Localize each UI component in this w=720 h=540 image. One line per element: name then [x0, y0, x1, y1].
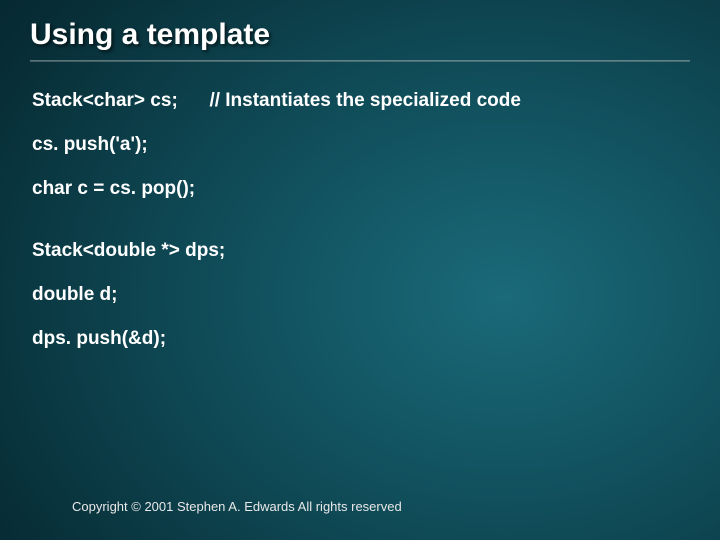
title-divider [30, 60, 690, 62]
code-line: dps. push(&d); [32, 328, 690, 350]
block-gap [32, 222, 690, 240]
code-line: Stack<double *> dps; [32, 240, 690, 262]
copyright-footer: Copyright © 2001 Stephen A. Edwards All … [72, 499, 402, 514]
slide-body: Stack<char> cs; // Instantiates the spec… [30, 90, 690, 350]
code-line: char c = cs. pop(); [32, 178, 690, 200]
code-line: double d; [32, 284, 690, 306]
slide-title: Using a template [30, 18, 690, 52]
code-line: cs. push('a'); [32, 134, 690, 156]
code-line: Stack<char> cs; // Instantiates the spec… [32, 90, 690, 112]
slide-container: Using a template Stack<char> cs; // Inst… [0, 0, 720, 540]
